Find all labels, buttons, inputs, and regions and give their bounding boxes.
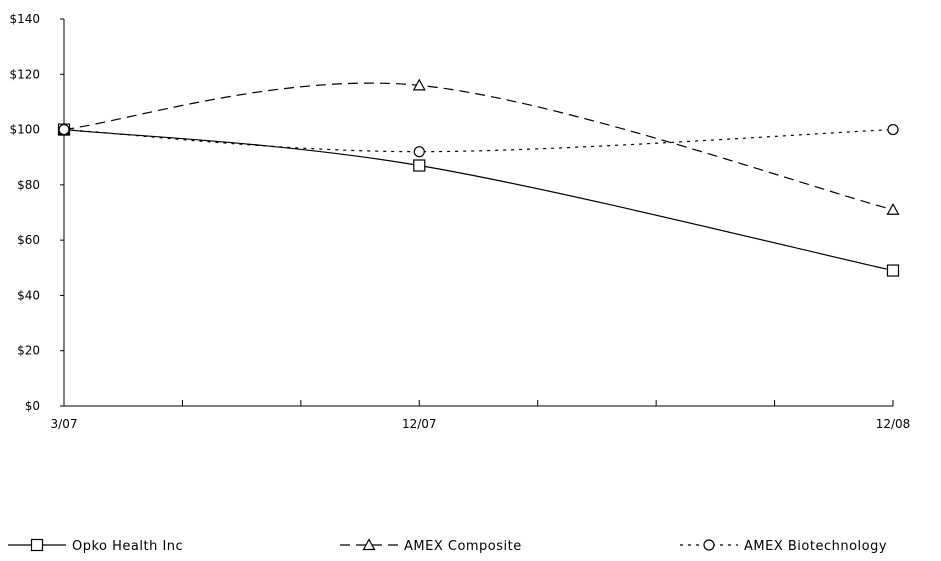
y-tick-label: $100: [9, 123, 40, 137]
data-point-amex-biotechnology: [58, 123, 70, 136]
series-line-amex-biotechnology: [63, 128, 894, 153]
data-point-amex-biotechnology: [887, 123, 899, 136]
legend-swatch-marker: [362, 538, 376, 551]
series-line-opko-health-inc: [63, 128, 894, 272]
series-lines: [63, 82, 894, 272]
y-tick-label: $60: [17, 233, 40, 247]
legend-label: Opko Health Inc: [72, 539, 183, 554]
data-point-opko-health-inc: [413, 159, 426, 172]
y-tick-label: $20: [17, 344, 40, 358]
y-tick-label: $80: [17, 178, 40, 192]
data-point-opko-health-inc: [886, 264, 900, 277]
y-tick-label: $120: [9, 67, 40, 81]
y-tick-label: $140: [9, 12, 40, 26]
chart-axes: $0 $20 $40 $60 $80 $100 $120 $140 3/07 12/07 12/08: [9, 12, 910, 431]
legend-label: AMEX Composite: [404, 539, 522, 554]
y-tick-label: $0: [25, 399, 40, 413]
legend-item-amex-composite: AMEX Composite: [340, 538, 522, 554]
series-line-amex-composite: [63, 82, 894, 211]
y-tick-label: $40: [17, 288, 40, 302]
data-point-amex-composite: [886, 202, 900, 215]
legend-swatch-marker: [30, 538, 44, 552]
x-tick-label: 3/07: [51, 417, 78, 431]
x-tick-label: 12/08: [876, 417, 911, 431]
data-point-amex-composite: [412, 78, 426, 91]
legend-label: AMEX Biotechnology: [744, 539, 887, 554]
legend-swatch-marker: [703, 539, 715, 551]
legend-item-opko-health-inc: Opko Health Inc: [8, 538, 183, 554]
legend-item-amex-biotechnology: AMEX Biotechnology: [680, 539, 887, 554]
x-tick-label: 12/07: [402, 417, 437, 431]
data-point-amex-biotechnology: [413, 146, 425, 158]
series-markers: [57, 78, 900, 277]
chart-legend: Opko Health Inc AMEX Composite AMEX Biotec…: [8, 538, 887, 554]
